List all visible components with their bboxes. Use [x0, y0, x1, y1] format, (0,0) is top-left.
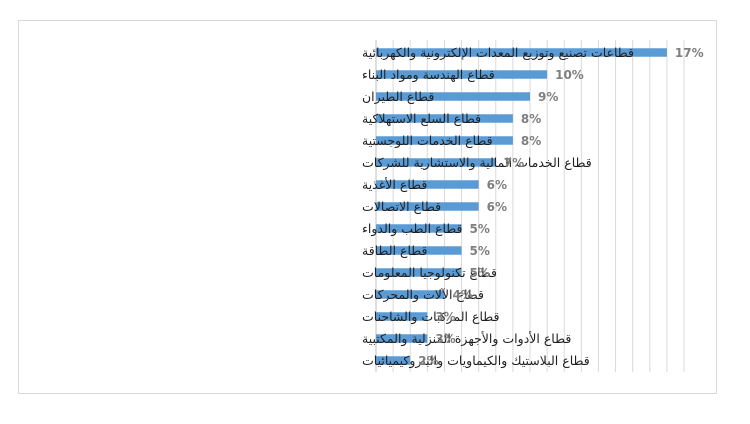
chart-frame	[18, 20, 717, 394]
data-labels: 17% 10% 9% 8% 8% 7% 6% 6% 5% 5% 5% 4% 3% 3% 2%	[418, 46, 703, 368]
data-label: 5%	[470, 222, 490, 236]
category-label: قطاع تكنولوجيا المعلومات	[362, 265, 497, 281]
bar	[376, 268, 462, 277]
category-label: قطاع الهندسة ومواد البناء	[362, 67, 495, 83]
category-label: قطاع الخدمات اللوجستية	[362, 133, 493, 149]
bar	[376, 334, 428, 343]
data-label: 3%	[435, 332, 455, 346]
category-label: قطاع الآلات والمحركات	[362, 287, 484, 303]
bar	[376, 114, 513, 123]
category-label: قطاع الطاقة	[362, 243, 428, 258]
bars	[376, 48, 667, 365]
category-labels: قطاعات تصنيع وتوزيع المعدات الإلكترونية …	[362, 45, 634, 369]
data-label: 8%	[521, 134, 541, 148]
category-label: قطاعات تصنيع وتوزيع المعدات الإلكترونية …	[362, 45, 634, 61]
data-label: 9%	[538, 90, 558, 104]
data-label: 8%	[521, 112, 541, 126]
data-label: 7%	[504, 156, 524, 170]
data-label: 5%	[470, 244, 490, 258]
bar	[376, 290, 445, 299]
data-label: 3%	[435, 310, 455, 324]
category-label: قطاع المركبات والشاحنات	[362, 309, 500, 325]
category-label: قطاع الاتصالات	[362, 199, 441, 214]
bar	[376, 202, 479, 211]
data-label: 4%	[452, 288, 472, 302]
data-label: 6%	[487, 178, 507, 192]
bar	[376, 48, 667, 57]
bar	[376, 356, 411, 365]
category-label: قطاع البلاستيك والكيماويات والبتروكيميائ…	[362, 353, 590, 369]
bar	[376, 312, 428, 321]
bar	[376, 246, 462, 255]
bar	[376, 158, 496, 167]
category-label: قطاع الأغذية	[362, 177, 427, 192]
bar	[376, 70, 548, 79]
bar	[376, 180, 479, 189]
data-label: 5%	[470, 266, 490, 280]
category-label: قطاع الطب والدواء	[362, 221, 463, 237]
bar	[376, 136, 513, 145]
data-label: 10%	[555, 68, 584, 82]
data-label: 2%	[418, 354, 438, 368]
category-label: قطاع الطيران	[362, 89, 434, 105]
category-label: قطاع الأدوات والأجهزة المنزلية والمكتبية	[362, 331, 571, 347]
bar	[376, 92, 530, 101]
bar	[376, 224, 462, 233]
data-label: 6%	[487, 200, 507, 214]
category-label: قطاع السلع الاستهلاكية	[362, 111, 481, 127]
category-label: قطاع الخدمات المالية والاستشارية للشركات	[362, 155, 592, 171]
data-label: 17%	[675, 46, 704, 60]
